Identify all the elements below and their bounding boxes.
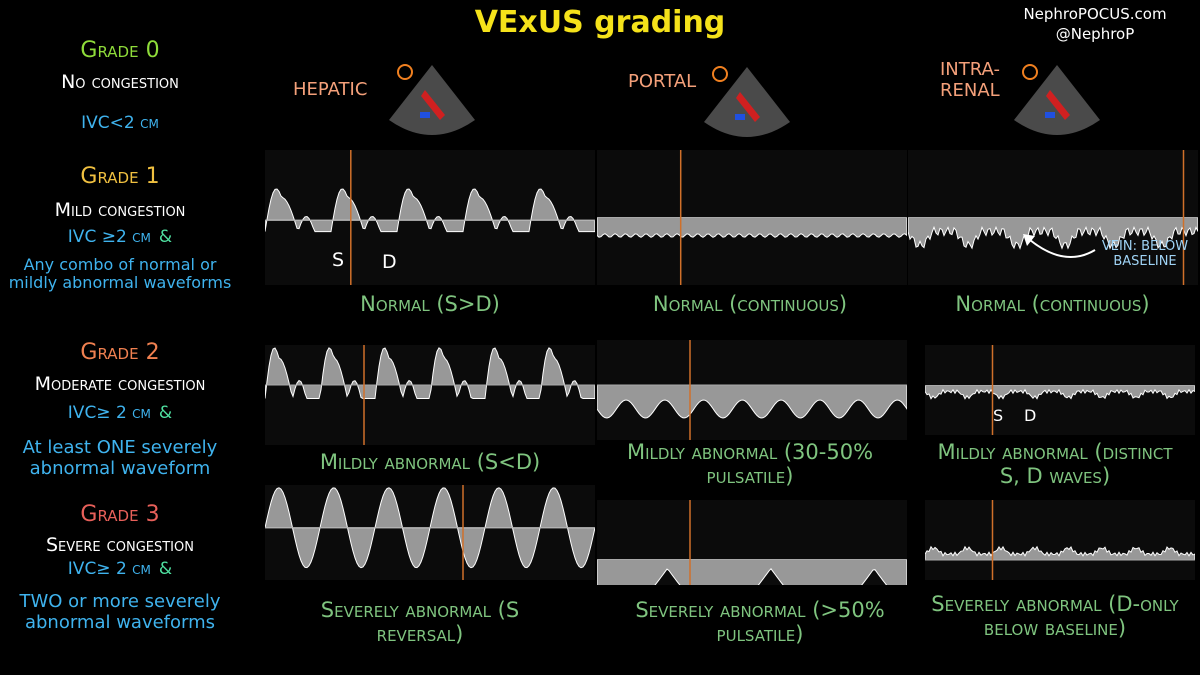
waveform — [265, 345, 595, 445]
waveform — [597, 500, 907, 585]
ultrasound-image — [389, 64, 475, 135]
waveform — [908, 150, 1198, 285]
amp: & — [158, 559, 173, 579]
grade-status: Severe congestion — [46, 534, 194, 556]
grade-ivc: IVC≥ 2 cm & — [0, 559, 240, 580]
grade-name: Grade 1 — [80, 164, 160, 189]
amp: & — [158, 227, 173, 247]
ivc: IVC≥ 2 cm — [67, 403, 151, 423]
grade-status: Moderate congestion — [34, 373, 206, 395]
grade-name: Grade 2 — [80, 340, 160, 365]
d-label: D — [1024, 406, 1037, 425]
caption: Mildly abnormal (30-50% pulsatile) — [626, 440, 874, 489]
grade-status: Mild congestion — [54, 199, 186, 221]
waveform — [925, 500, 1195, 580]
grade-name: Grade 3 — [80, 502, 160, 527]
s-label: S — [332, 249, 345, 271]
d-label: D — [382, 251, 397, 273]
waveform — [265, 150, 595, 285]
vein-note: VEIN: BELOW BASELINE — [1101, 239, 1189, 269]
column-label: HEPATIC — [293, 79, 368, 100]
caption: Severely abnormal (S reversal) — [320, 598, 520, 647]
arrow — [1023, 234, 1096, 258]
grade-ivc: IVC<2 cm — [81, 113, 159, 133]
grade-ivc: IVC≥ 2 cm & — [0, 403, 240, 424]
caption: Severely abnormal (D-only below baseline… — [931, 592, 1179, 641]
grade-detail: TWO or more severely abnormal waveforms — [19, 591, 221, 633]
ultrasound-image — [704, 66, 790, 137]
title: VExUS grading — [474, 5, 726, 40]
ivc: IVC ≥2 cm — [67, 227, 151, 247]
grade-name: Grade 0 — [80, 38, 160, 63]
grade-ivc: IVC ≥2 cm & — [0, 227, 240, 248]
grade-detail: Any combo of normal or mildly abnormal w… — [8, 255, 232, 293]
waveform — [597, 340, 907, 440]
caption: Normal (continuous) — [955, 292, 1150, 316]
grade-status: No congestion — [61, 71, 179, 93]
credit: @NephroP — [1055, 25, 1135, 43]
waveform — [265, 485, 595, 580]
column-label: PORTAL — [628, 71, 697, 92]
ultrasound-image — [1014, 64, 1100, 135]
amp: & — [158, 403, 173, 423]
ivc: IVC≥ 2 cm — [67, 559, 151, 579]
caption: Mildly abnormal (distinct S, D waves) — [937, 440, 1173, 489]
grade-detail: At least ONE severely abnormal waveform — [22, 437, 218, 479]
waveform — [925, 345, 1195, 435]
column-label: INTRA-RENAL — [940, 59, 1000, 101]
caption: Mildly abnormal (S<D) — [319, 450, 541, 474]
caption: Normal (continuous) — [652, 292, 848, 316]
s-label: S — [993, 406, 1004, 425]
credit: NephroPOCUS.com — [1023, 5, 1167, 23]
caption: Severely abnormal (>50% pulsatile) — [635, 598, 885, 647]
caption: Normal (S>D) — [360, 292, 500, 316]
waveform — [597, 150, 907, 285]
